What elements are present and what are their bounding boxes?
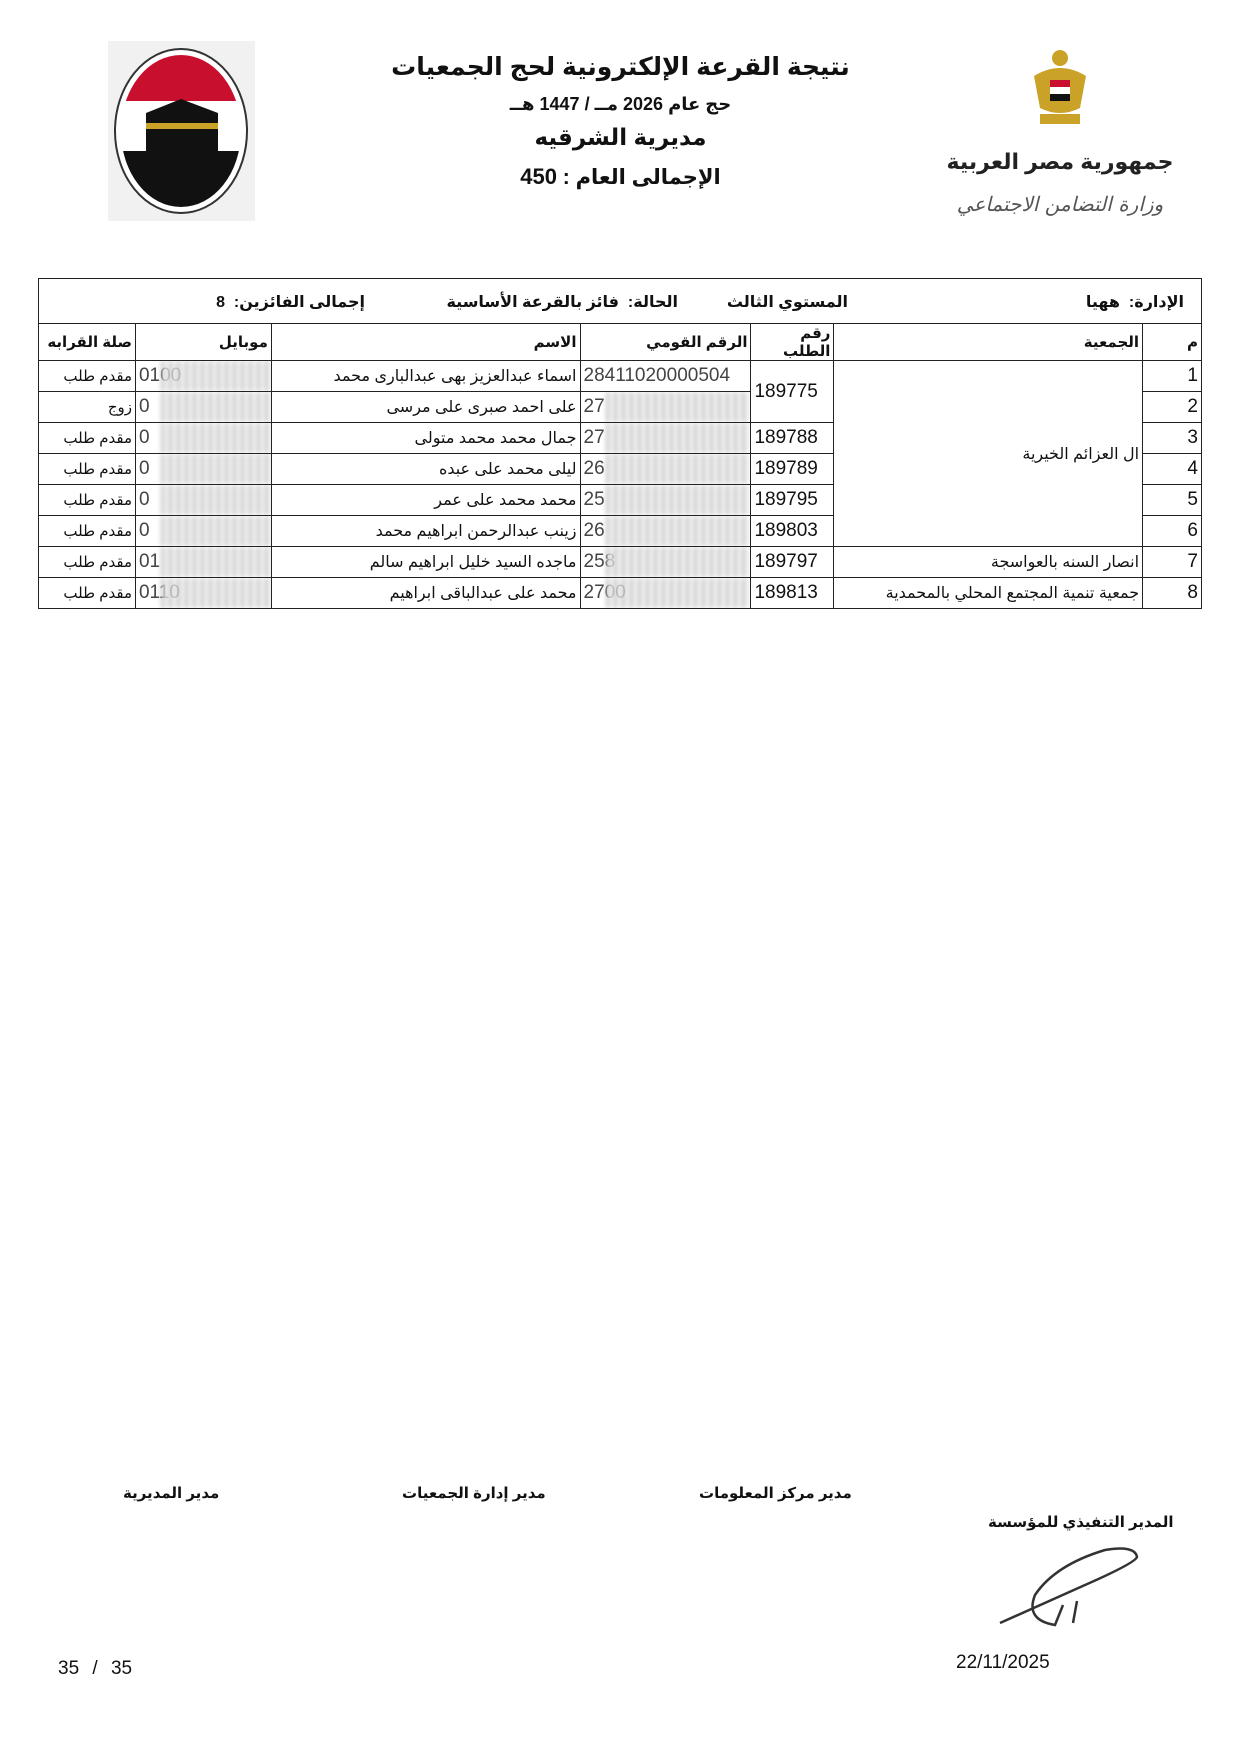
row-index: 5 [1142,484,1202,516]
mobile-blurred: 01 [134,546,272,578]
national-id-blurred: 258 [579,546,752,578]
national-id-blurred: 2700 [579,577,752,609]
national-id-blurred: 26 [579,515,752,547]
mobile-blurred: 0110 [134,577,272,609]
table-row: 4 189789 26 ليلى محمد على عبده 0 مقدم طل… [38,453,1202,485]
association-cell: انصار السنه بالعواسجة [833,546,1144,578]
col-header-name: الاسم [270,323,581,361]
mobile-blurred: 0 [134,453,272,485]
relation: مقدم طلب [38,577,136,609]
row-index: 1 [1142,360,1202,392]
col-header-mobile: موبايل [134,323,272,361]
table-row: 5 189795 25 محمد محمد على عمر 0 مقدم طلب [38,484,1202,516]
person-name: على احمد صبرى على مرسى [270,391,581,423]
request-number: 189789 [750,453,835,485]
handwritten-signature [999,1547,1139,1627]
table-row: 3 189788 27 جمال محمد محمد متولى 0 مقدم … [38,422,1202,454]
admin-field: الإدارة: ههيا [1085,294,1184,311]
national-id-blurred: 28411020000504 [579,360,752,392]
mobile-blurred: 0 [134,391,272,423]
signature-associations-manager: مدير إدارة الجمعيات [402,1485,546,1502]
relation: مقدم طلب [38,546,136,578]
person-name: محمد على عبدالباقى ابراهيم [270,577,581,609]
person-name: اسماء عبدالعزيز بهى عبدالبارى محمد [270,360,581,392]
request-number: 189788 [750,422,835,454]
mobile-blurred: 0 [134,484,272,516]
row-index: 4 [1142,453,1202,485]
mobile-blurred: 0 [134,422,272,454]
report-title: نتيجة القرعة الإلكترونية لحج الجمعيات [391,53,850,81]
signature-info-center-manager: مدير مركز المعلومات [699,1485,852,1502]
national-id-blurred: 27 [579,391,752,423]
info-row: الإدارة: ههيا المستوي الثالث الحالة: فائ… [38,278,1202,324]
row-index: 3 [1142,422,1202,454]
directorate-name: مديرية الشرقيه [534,124,707,150]
grand-total-value: 450 [520,164,557,189]
relation: مقدم طلب [38,422,136,454]
results-table: الإدارة: ههيا المستوي الثالث الحالة: فائ… [38,278,1202,609]
association-cell: جمعية تنمية المجتمع المحلي بالمحمدية [833,577,1144,609]
winners-total-field: إجمالى الفائزين: 8 [216,294,365,311]
person-name: محمد محمد على عمر [270,484,581,516]
eagle-icon [1034,50,1086,124]
grand-total: الإجمالى العام : 450 [0,164,1241,190]
page-number: 35 / 35 [58,1658,133,1679]
grand-total-label: الإجمالى العام : [562,166,721,189]
relation: مقدم طلب [38,453,136,485]
person-name: جمال محمد محمد متولى [270,422,581,454]
row-index: 7 [1142,546,1202,578]
hajj-institution-logo [108,41,255,221]
row-index: 6 [1142,515,1202,547]
signature-executive-director: المدير التنفيذي للمؤسسة [988,1514,1174,1531]
report-subtitle: حج عام 2026 مــ / 1447 هــ [509,94,732,114]
person-name: ماجده السيد خليل ابراهيم سالم [270,546,581,578]
mobile-blurred: 0 [134,515,272,547]
request-number: 189797 [750,546,835,578]
person-name: زينب عبدالرحمن ابراهيم محمد [270,515,581,547]
col-header-index: م [1142,323,1202,361]
level-field: المستوي الثالث [726,294,848,311]
republic-name: جمهورية مصر العربية [946,149,1174,174]
status-field: الحالة: فائز بالقرعة الأساسية [446,294,678,311]
table-row: 7 انصار السنه بالعواسجة 189797 258 ماجده… [38,546,1202,578]
relation: زوج [38,391,136,423]
ministry-name: وزارة التضامن الاجتماعي [956,192,1164,216]
signature-directorate-manager: مدير المديرية [123,1485,220,1502]
col-header-national-id: الرقم القومي [579,323,752,361]
table-row: 8 جمعية تنمية المجتمع المحلي بالمحمدية 1… [38,577,1202,609]
table-header-row: م الجمعية رقم الطلب الرقم القومي الاسم م… [38,323,1202,361]
relation: مقدم طلب [38,360,136,392]
col-header-relation: صلة القرابه [38,323,136,361]
request-number: 189803 [750,515,835,547]
table-row: 1 ال العزائم الخيرية 189775 284110200005… [38,360,1202,547]
association-cell: ال العزائم الخيرية [833,360,1144,547]
col-header-request: رقم الطلب [750,323,835,361]
table-row: 6 189803 26 زينب عبدالرحمن ابراهيم محمد … [38,515,1202,547]
mobile-blurred: 0100 [134,360,272,392]
col-header-association: الجمعية [833,323,1144,361]
relation: مقدم طلب [38,484,136,516]
national-id-blurred: 26 [579,453,752,485]
request-number: 189795 [750,484,835,516]
national-id-blurred: 27 [579,422,752,454]
request-number: 189813 [750,577,835,609]
national-id-blurred: 25 [579,484,752,516]
row-index: 8 [1142,577,1202,609]
republic-emblem-block: جمهورية مصر العربية وزارة التضامن الاجتم… [915,40,1205,240]
person-name: ليلى محمد على عبده [270,453,581,485]
report-date: 22/11/2025 [956,1652,1050,1673]
row-index: 2 [1142,391,1202,423]
relation: مقدم طلب [38,515,136,547]
request-number: 189775 [750,360,835,423]
